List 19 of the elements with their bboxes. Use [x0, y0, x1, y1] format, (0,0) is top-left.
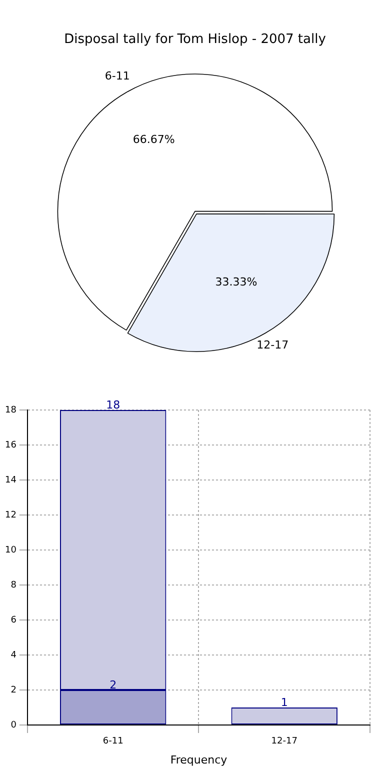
total-label: 1: [280, 696, 288, 709]
x-axis-title: Frequency: [170, 753, 228, 766]
y-tick-label: 16: [5, 440, 17, 450]
y-tick-label: 14: [5, 475, 17, 486]
y-tick-label: 0: [10, 720, 17, 730]
y-tick-label: 2: [10, 685, 16, 696]
slice-label: 12-17: [256, 338, 289, 352]
y-tick-label: 8: [10, 580, 17, 590]
y-tick-label: 18: [5, 405, 17, 416]
y-tick-label: 12: [5, 510, 16, 520]
data-label: 66.67%: [132, 132, 175, 146]
y-tick-label: 6: [10, 615, 17, 626]
y-tick-label: 10: [5, 545, 17, 556]
data-label: 2: [110, 678, 117, 692]
y-tick-label: 4: [10, 650, 17, 660]
slice-label: 6-11: [104, 70, 130, 83]
total-label: 18: [106, 398, 120, 412]
chart-title: Disposal tally for Tom Hislop - 2007 tally: [64, 32, 326, 48]
data-label: 33.33%: [215, 276, 258, 289]
